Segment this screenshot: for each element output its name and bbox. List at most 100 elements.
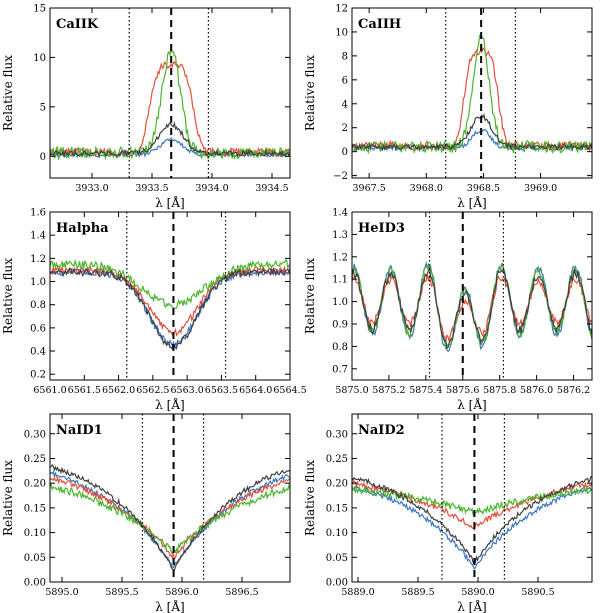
x-tick-label: 6561.5	[68, 385, 101, 396]
series-line-c2	[50, 60, 290, 159]
series-line-c3	[50, 48, 290, 161]
y-tick-label: 1.2	[332, 252, 348, 263]
x-axis-label: λ [Å]	[457, 195, 486, 210]
panel-title: NaID1	[56, 423, 103, 438]
x-tick-label: 5896.0	[165, 587, 198, 598]
series-group	[50, 463, 290, 571]
y-tick-label: 0.4	[30, 347, 46, 358]
plot-frame	[351, 211, 593, 381]
x-tick-label: 6561.0	[33, 385, 66, 396]
y-tick-label: 1.6	[30, 208, 46, 219]
series-line-c2	[352, 46, 592, 152]
y-tick-label: 0.9	[332, 320, 348, 331]
y-tick-label: 0.05	[326, 553, 348, 564]
x-tick-label: 3934.5	[255, 183, 288, 194]
y-tick-label: 4	[342, 99, 348, 110]
y-tick-label: 0.6	[30, 323, 46, 334]
y-tick-label: 6	[342, 75, 348, 86]
y-tick-label: 0.10	[24, 528, 46, 539]
y-tick-label: 0.15	[326, 503, 348, 514]
y-tick-label: 1.1	[332, 275, 348, 286]
y-tick-label: 0.30	[326, 429, 348, 440]
x-tick-label: 6564.5	[273, 385, 306, 396]
x-tick-label: 5889.0	[341, 587, 374, 598]
panel-heid3: 5875.0 5875.2 5875.4 5875.6 5875.8 5876.0 5876…	[303, 208, 593, 412]
y-axis-label: Relative flux	[303, 460, 317, 536]
y-tick-label: −2	[333, 171, 348, 182]
y-tick-label: 1.4	[30, 231, 46, 242]
panel-title: HeID3	[358, 221, 405, 236]
y-tick-label: 10	[33, 53, 46, 64]
y-tick-label: 0.00	[24, 578, 46, 589]
y-axis-label: Relative flux	[1, 55, 15, 131]
series-line-c1	[352, 485, 592, 570]
y-tick-label: 0.7	[332, 364, 348, 375]
x-tick-label: 3969.0	[524, 183, 557, 194]
y-tick-label: 0.8	[332, 342, 348, 353]
y-tick-label: 0.30	[24, 429, 46, 440]
panel-halpha: 6561.0 6561.5 6562.0 6562.5 6563.0 6563.5 6564…	[1, 208, 307, 413]
y-tick-label: 0	[40, 152, 46, 163]
y-tick-label: 10	[335, 27, 348, 38]
plot-frame	[351, 7, 593, 179]
panel-naid2: 5889.0 5889.5 5890.0 5890.5 0.00 0.05 0.10 0.15…	[303, 413, 593, 613]
series-group	[352, 260, 592, 353]
panel-title: CaIIH	[358, 17, 401, 32]
series-line-c3	[50, 258, 290, 309]
x-tick-label: 5875.8	[483, 385, 516, 396]
x-tick-label: 3968.0	[410, 183, 443, 194]
x-tick-label: 5896.5	[225, 587, 258, 598]
x-tick-label: 5876.0	[520, 385, 553, 396]
x-tick-label: 3933.0	[75, 183, 108, 194]
plot-frame	[49, 211, 291, 381]
y-tick-label: 0.00	[326, 578, 348, 589]
series-group	[50, 48, 290, 161]
y-tick-label: 15	[33, 4, 46, 15]
x-tick-label: 3968.5	[467, 183, 500, 194]
panel-title: Halpha	[56, 221, 109, 236]
x-tick-label: 5890.5	[521, 587, 554, 598]
x-tick-label: 6562.5	[136, 385, 169, 396]
panel-naid1: 5895.0 5895.5 5896.0 5896.5 0.00 0.05 0.10 0.15…	[1, 413, 291, 613]
series-line-c1	[50, 267, 290, 348]
series-line-c4	[50, 120, 290, 158]
y-axis-label: Relative flux	[303, 55, 317, 131]
panel-caiih: 3967.5 3968.0 3968.5 3969.0 −2 0 2 4 6 8 10 12 CaIIH…	[303, 4, 593, 210]
x-axis-label: λ [Å]	[155, 397, 184, 412]
y-tick-label: 1.2	[30, 254, 46, 265]
y-tick-label: 5	[40, 102, 46, 113]
x-tick-label: 5876.2	[557, 385, 590, 396]
panel-title: CaIIK	[56, 17, 99, 32]
y-tick-label: 1.0	[332, 297, 348, 308]
y-tick-label: 0.20	[24, 479, 46, 490]
y-tick-label: 0.15	[24, 503, 46, 514]
y-axis-label: Relative flux	[303, 258, 317, 334]
x-axis-label: λ [Å]	[155, 195, 184, 210]
series-group	[352, 34, 592, 155]
y-tick-label: 12	[335, 4, 348, 15]
x-tick-label: 6563.0	[171, 385, 204, 396]
panel-title: NaID2	[358, 423, 405, 438]
series-line-c2	[50, 475, 290, 560]
y-tick-label: 0.25	[24, 454, 46, 465]
x-tick-label: 3967.5	[353, 183, 386, 194]
x-axis-label: λ [Å]	[457, 599, 486, 613]
series-line-c3	[352, 34, 592, 155]
series-line-c4	[352, 475, 592, 566]
plot-frame	[49, 7, 291, 179]
x-axis-label: λ [Å]	[457, 397, 486, 412]
series-line-c2	[50, 265, 290, 337]
x-tick-label: 6562.0	[102, 385, 135, 396]
y-tick-label: 1.4	[332, 208, 348, 219]
series-group	[352, 475, 592, 570]
y-tick-label: 0.10	[326, 528, 348, 539]
x-tick-label: 5889.5	[401, 587, 434, 598]
series-line-c4	[352, 267, 592, 350]
plot-frame	[351, 413, 593, 583]
y-tick-label: 2	[342, 123, 348, 134]
plot-frame	[49, 413, 291, 583]
y-axis-label: Relative flux	[1, 460, 15, 536]
x-axis-label: λ [Å]	[155, 599, 184, 613]
y-tick-label: 0.2	[30, 370, 46, 381]
series-line-c4	[50, 463, 290, 571]
